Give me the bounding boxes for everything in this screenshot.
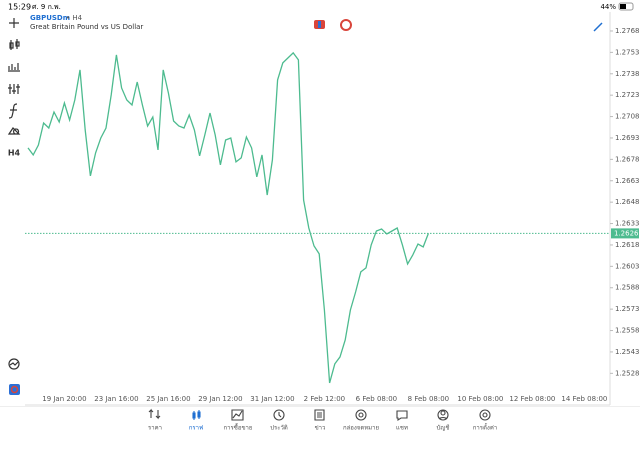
nav-icon[interactable] xyxy=(273,409,285,421)
battery-level xyxy=(620,4,626,9)
status-date: ศ. 9 ก.พ. xyxy=(32,3,61,11)
y-tick-label: 1.27080 xyxy=(615,113,640,121)
toolbar-timeframe[interactable]: H4 xyxy=(8,149,21,158)
y-tick-label: 1.26630 xyxy=(615,177,640,185)
nav-label[interactable]: บัญชี xyxy=(437,424,450,432)
y-tick-label: 1.26030 xyxy=(615,262,640,270)
left-toolbar xyxy=(7,18,21,370)
price-line xyxy=(27,51,430,384)
x-tick-label: 12 Feb 08:00 xyxy=(509,395,555,403)
y-tick-label: 1.25730 xyxy=(615,305,640,313)
nav-label[interactable]: ประวัติ xyxy=(270,425,288,432)
x-tick-label: 6 Feb 08:00 xyxy=(356,395,397,403)
nav-icons xyxy=(148,408,491,422)
y-tick-label: 1.25880 xyxy=(615,284,640,292)
nav-icon[interactable] xyxy=(437,409,449,421)
nav-icon[interactable] xyxy=(396,410,408,422)
y-tick-label: 1.25280 xyxy=(615,369,640,377)
symbol-description: Great Britain Pound vs US Dollar xyxy=(30,23,143,31)
history-mark xyxy=(9,361,19,366)
nav-icon[interactable] xyxy=(192,410,201,420)
x-tick-label: 2 Feb 12:00 xyxy=(304,395,345,403)
nav-label[interactable]: การตั้งค่า xyxy=(473,422,497,432)
draw-tool-icon[interactable] xyxy=(593,22,603,32)
nav-label[interactable]: กราฟ xyxy=(189,425,203,432)
candles-icon[interactable] xyxy=(9,39,20,50)
current-price-label: 1.26261 xyxy=(614,229,640,237)
nav-icon[interactable] xyxy=(479,409,491,421)
x-tick-label: 10 Feb 08:00 xyxy=(457,395,503,403)
y-tick-label: 1.25580 xyxy=(615,327,640,335)
x-tick-label: 31 Jan 12:00 xyxy=(250,395,294,403)
sell-button-mark xyxy=(318,21,321,28)
nav-label[interactable]: การซื้อขาย xyxy=(224,422,253,432)
battery-icon xyxy=(618,2,634,11)
indicators-icon[interactable] xyxy=(8,84,20,94)
y-tick-label: 1.26930 xyxy=(615,134,640,142)
y-tick-label: 1.26330 xyxy=(615,220,640,228)
function-icon[interactable] xyxy=(8,103,18,119)
x-tick-label: 25 Jan 16:00 xyxy=(146,395,190,403)
x-tick-label: 14 Feb 08:00 xyxy=(561,395,607,403)
symbol[interactable]: GBPUSDm xyxy=(30,14,70,22)
nav-icon[interactable] xyxy=(148,408,161,420)
status-time: 15:29 xyxy=(8,3,31,12)
y-tick-label: 1.26480 xyxy=(615,198,640,206)
y-tick-label: 1.26180 xyxy=(615,241,640,249)
y-tick-label: 1.27380 xyxy=(615,70,640,78)
history-icon[interactable] xyxy=(8,358,20,370)
x-tick-label: 19 Jan 20:00 xyxy=(42,395,86,403)
nav-label[interactable]: แชท xyxy=(396,425,408,432)
x-tick-label: 29 Jan 12:00 xyxy=(198,395,242,403)
y-tick-label: 1.27680 xyxy=(615,27,640,35)
nav-label[interactable]: ข่าว xyxy=(315,425,326,432)
objects-icon[interactable] xyxy=(7,127,21,135)
x-tick-label: 23 Jan 16:00 xyxy=(94,395,138,403)
y-tick-label: 1.25430 xyxy=(615,348,640,356)
y-tick-label: 1.27530 xyxy=(615,48,640,56)
one-click-icon[interactable] xyxy=(340,19,352,31)
crosshair-icon[interactable] xyxy=(9,18,19,28)
bars-icon[interactable] xyxy=(8,63,20,72)
current-price-tag xyxy=(611,228,639,239)
nav-icon[interactable] xyxy=(355,409,367,421)
x-tick-label: 8 Feb 08:00 xyxy=(408,395,449,403)
y-tick-label: 1.27230 xyxy=(615,91,640,99)
nav-icon[interactable] xyxy=(314,409,325,421)
nav-label[interactable]: ราคา xyxy=(148,425,162,432)
status-battery: 44% xyxy=(600,3,616,11)
broker-icon[interactable] xyxy=(9,384,20,395)
header-timeframe: • H4 xyxy=(66,14,83,22)
broker-icon-mark xyxy=(10,385,19,394)
y-tick-label: 1.26780 xyxy=(615,155,640,163)
nav-icon[interactable] xyxy=(231,409,244,421)
nav-label[interactable]: กล่องจดหมาย xyxy=(343,425,379,432)
